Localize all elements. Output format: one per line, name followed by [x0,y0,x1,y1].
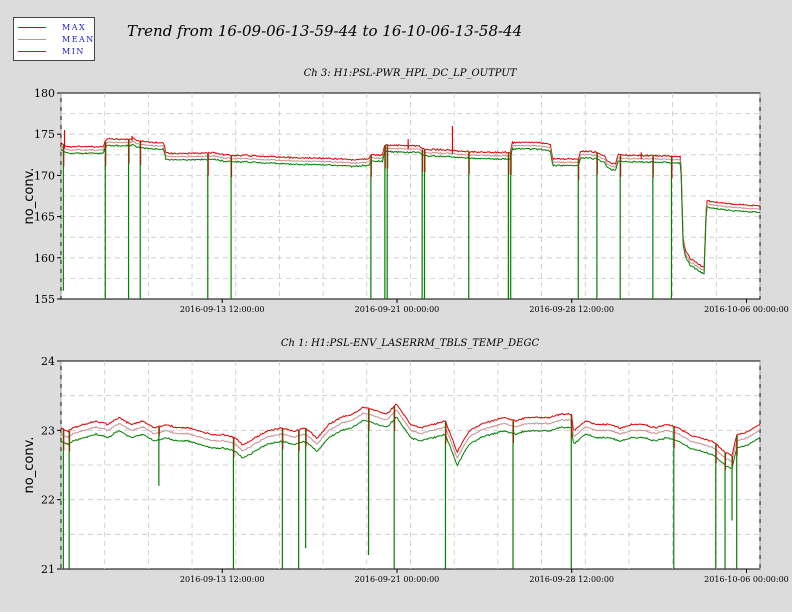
main-title: Trend from 16-09-06-13-59-44 to 16-10-06… [127,22,523,40]
legend-item-mean: MEAN [18,34,94,46]
y-tick-label: 160 [34,252,55,265]
y-tick-label: 23 [41,424,55,437]
x-tick-label: 2016-09-28 12:00:00 [529,305,614,314]
legend-label-mean: MEAN [62,35,95,44]
y-axis-label: no_conv. [22,168,37,225]
x-tick-label: 2016-10-06 00:00:00 [704,305,789,314]
legend-swatch-mean [18,39,46,40]
series-max-line [61,403,760,457]
chart-panel-ch1: 21 22 23 24 2016-09-13 12:00:00 2016-09-21 00… [22,355,789,584]
legend-swatch-max [18,27,46,28]
x-tick-label: 2016-09-21 00:00:00 [355,575,440,584]
series-min-line [61,416,760,470]
x-tick-label: 2016-09-13 12:00:00 [180,305,265,314]
legend: MAX MEAN MIN [13,17,95,61]
y-tick-label: 155 [34,293,55,306]
y-tick-label: 24 [41,355,55,368]
y-tick-label: 22 [41,494,55,507]
legend-swatch-min [18,51,46,52]
x-tick-label: 2016-10-06 00:00:00 [704,575,789,584]
x-tick-label: 2016-09-28 12:00:00 [529,575,614,584]
y-tick-label: 170 [34,169,55,182]
y-tick-label: 21 [41,563,55,576]
legend-item-min: MIN [18,46,94,58]
series-max-line [61,137,760,269]
y-tick-label: 180 [34,87,55,100]
series-mean-line [61,409,760,462]
chart-panel-ch3: 155 160 165 170 175 180 2016-09-13 12:00:00 201… [22,87,789,314]
panel-title-ch1: Ch 1: H1:PSL-ENV_LASERRM_TBLS_TEMP_DEGC [280,338,540,349]
y-tick-label: 175 [34,128,55,141]
series-mean-line [61,140,760,272]
legend-item-max: MAX [18,22,94,34]
series-min-line [61,143,760,275]
legend-label-max: MAX [62,23,87,32]
y-axis-label: no_conv. [22,437,37,494]
x-tick-label: 2016-09-21 00:00:00 [355,305,440,314]
legend-label-min: MIN [62,47,85,56]
x-tick-label: 2016-09-13 12:00:00 [180,575,265,584]
panel-title-ch3: Ch 3: H1:PSL-PWR_HPL_DC_LP_OUTPUT [303,68,517,79]
y-tick-label: 165 [34,211,55,224]
